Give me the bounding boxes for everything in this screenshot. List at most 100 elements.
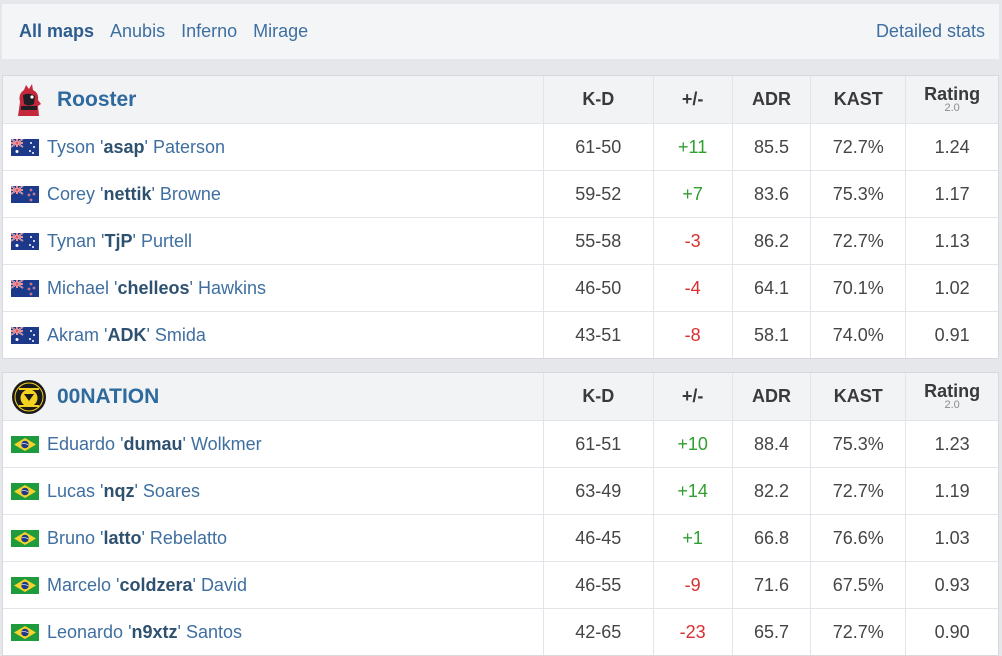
adr-value: 65.7 — [731, 609, 811, 655]
kd-value: 59-52 — [542, 171, 653, 217]
kast-value: 67.5% — [810, 562, 905, 608]
kd-header: K-D — [542, 76, 653, 123]
plus-minus-value: -4 — [652, 265, 732, 311]
adr-value: 82.2 — [731, 468, 811, 514]
table-row: Tynan 'TjP' Purtell 55-58 -3 86.2 72.7% … — [3, 217, 998, 264]
player-cell[interactable]: Corey 'nettik' Browne — [3, 171, 543, 217]
player-name[interactable]: Eduardo 'dumau' Wolkmer — [47, 433, 262, 454]
rating-value: 1.03 — [905, 515, 998, 561]
plus-minus-value: -9 — [652, 562, 732, 608]
player-name[interactable]: Tyson 'asap' Paterson — [47, 136, 225, 157]
adr-header: ADR — [731, 76, 811, 123]
rating-value: 1.13 — [905, 218, 998, 264]
rating-value: 1.24 — [905, 124, 998, 170]
table-row: Bruno 'latto' Rebelatto 46-45 +1 66.8 76… — [3, 514, 998, 561]
table-header: Rooster K-D +/- ADR KAST Rating 2.0 — [3, 76, 998, 123]
team-stats-table: Rooster K-D +/- ADR KAST Rating 2.0 Tyso… — [2, 75, 999, 359]
adr-value: 64.1 — [731, 265, 811, 311]
tab-all-maps[interactable]: All maps — [19, 21, 95, 41]
brazil-flag-icon — [11, 576, 39, 594]
player-cell[interactable]: Tyson 'asap' Paterson — [3, 124, 543, 170]
plus-minus-value: +10 — [652, 421, 732, 467]
player-name[interactable]: Marcelo 'coldzera' David — [47, 574, 247, 595]
team-name[interactable]: 00NATION — [57, 384, 160, 408]
kast-value: 76.6% — [810, 515, 905, 561]
rating-header: Rating 2.0 — [905, 373, 998, 420]
kast-value: 74.0% — [810, 312, 905, 358]
team-stats-table: 00NATION K-D +/- ADR KAST Rating 2.0 Edu… — [2, 372, 999, 656]
player-name[interactable]: Bruno 'latto' Rebelatto — [47, 527, 227, 548]
rating-value: 0.90 — [905, 609, 998, 655]
plus-minus-value: +11 — [652, 124, 732, 170]
team-header: Rooster — [3, 76, 543, 123]
tab-inferno[interactable]: Inferno — [181, 21, 238, 41]
plus-minus-header: +/- — [652, 373, 732, 420]
rating-header: Rating 2.0 — [905, 76, 998, 123]
table-row: Leonardo 'n9xtz' Santos 42-65 -23 65.7 7… — [3, 608, 998, 655]
brazil-flag-icon — [11, 623, 39, 641]
detailed-stats-link[interactable]: Detailed stats — [875, 21, 985, 41]
player-name[interactable]: Lucas 'nqz' Soares — [47, 480, 200, 501]
player-cell[interactable]: Michael 'chelleos' Hawkins — [3, 265, 543, 311]
adr-header: ADR — [731, 373, 811, 420]
00nation-logo-icon — [11, 379, 47, 415]
player-cell[interactable]: Lucas 'nqz' Soares — [3, 468, 543, 514]
kast-value: 70.1% — [810, 265, 905, 311]
kd-value: 46-55 — [542, 562, 653, 608]
kast-value: 75.3% — [810, 171, 905, 217]
kd-value: 46-50 — [542, 265, 653, 311]
rooster-logo-icon — [11, 82, 47, 118]
tab-anubis[interactable]: Anubis — [110, 21, 166, 41]
kd-value: 43-51 — [542, 312, 653, 358]
plus-minus-value: +7 — [652, 171, 732, 217]
rating-version: 2.0 — [944, 399, 960, 411]
player-cell[interactable]: Akram 'ADK' Smida — [3, 312, 543, 358]
table-row: Eduardo 'dumau' Wolkmer 61-51 +10 88.4 7… — [3, 420, 998, 467]
kast-value: 72.7% — [810, 218, 905, 264]
player-name[interactable]: Michael 'chelleos' Hawkins — [47, 277, 266, 298]
player-cell[interactable]: Bruno 'latto' Rebelatto — [3, 515, 543, 561]
player-name[interactable]: Tynan 'TjP' Purtell — [47, 230, 192, 251]
player-cell[interactable]: Eduardo 'dumau' Wolkmer — [3, 421, 543, 467]
team-name[interactable]: Rooster — [57, 87, 137, 111]
adr-value: 86.2 — [731, 218, 811, 264]
kd-value: 46-45 — [542, 515, 653, 561]
australia-flag-icon — [11, 138, 39, 156]
kast-header: KAST — [810, 373, 905, 420]
table-row: Akram 'ADK' Smida 43-51 -8 58.1 74.0% 0.… — [3, 311, 998, 358]
brazil-flag-icon — [11, 529, 39, 547]
new-zealand-flag-icon — [11, 185, 39, 203]
player-name[interactable]: Leonardo 'n9xtz' Santos — [47, 621, 243, 642]
team-header: 00NATION — [3, 373, 543, 420]
kast-value: 72.7% — [810, 609, 905, 655]
kd-value: 42-65 — [542, 609, 653, 655]
rating-value: 0.93 — [905, 562, 998, 608]
table-row: Michael 'chelleos' Hawkins 46-50 -4 64.1… — [3, 264, 998, 311]
kast-value: 75.3% — [810, 421, 905, 467]
player-name[interactable]: Corey 'nettik' Browne — [47, 183, 221, 204]
kd-value: 63-49 — [542, 468, 653, 514]
map-tabs-bar: All maps Anubis Inferno Mirage Detailed … — [2, 4, 999, 59]
adr-value: 85.5 — [731, 124, 811, 170]
table-row: Marcelo 'coldzera' David 46-55 -9 71.6 6… — [3, 561, 998, 608]
rating-value: 1.19 — [905, 468, 998, 514]
tab-mirage[interactable]: Mirage — [253, 21, 309, 41]
player-cell[interactable]: Marcelo 'coldzera' David — [3, 562, 543, 608]
australia-flag-icon — [11, 326, 39, 344]
brazil-flag-icon — [11, 482, 39, 500]
player-cell[interactable]: Leonardo 'n9xtz' Santos — [3, 609, 543, 655]
kast-value: 72.7% — [810, 124, 905, 170]
rating-value: 0.91 — [905, 312, 998, 358]
player-name[interactable]: Akram 'ADK' Smida — [47, 324, 206, 345]
rating-header-label: Rating — [924, 84, 981, 104]
adr-value: 83.6 — [731, 171, 811, 217]
plus-minus-header: +/- — [652, 76, 732, 123]
plus-minus-value: +1 — [652, 515, 732, 561]
table-row: Tyson 'asap' Paterson 61-50 +11 85.5 72.… — [3, 123, 998, 170]
kd-value: 55-58 — [542, 218, 653, 264]
player-cell[interactable]: Tynan 'TjP' Purtell — [3, 218, 543, 264]
kd-header: K-D — [542, 373, 653, 420]
new-zealand-flag-icon — [11, 279, 39, 297]
table-row: Corey 'nettik' Browne 59-52 +7 83.6 75.3… — [3, 170, 998, 217]
kd-value: 61-50 — [542, 124, 653, 170]
